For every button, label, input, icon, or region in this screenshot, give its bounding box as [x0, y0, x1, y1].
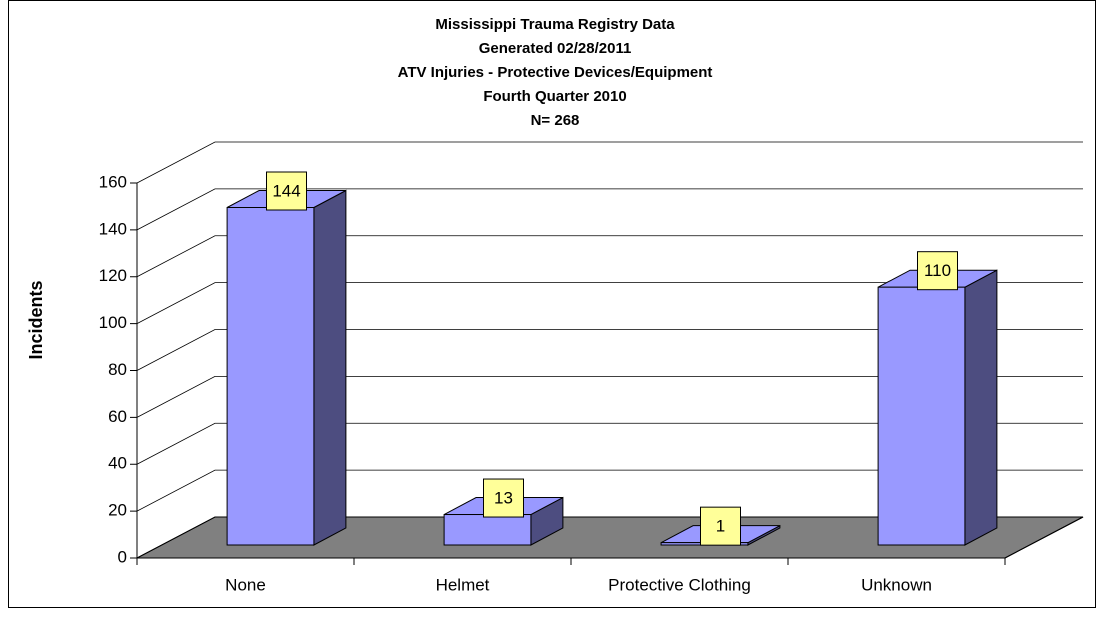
grid-line [136, 141, 1083, 184]
data-label-box [700, 506, 741, 546]
grid-line [136, 188, 1083, 231]
chart-title: N= 268 [531, 112, 580, 129]
floor-edge [1004, 516, 1084, 559]
y-tick-label: 120 [99, 266, 127, 285]
grid-line [136, 235, 1083, 278]
y-tick-label: 140 [99, 219, 127, 238]
y-tick-label: 0 [118, 547, 127, 566]
x-tick-label: None [225, 575, 266, 594]
bar [443, 514, 532, 546]
grid-line [136, 282, 1083, 324]
x-tick-label: Helmet [436, 575, 490, 594]
y-tick-label: 160 [99, 172, 127, 191]
chart-title: Fourth Quarter 2010 [483, 88, 626, 105]
y-tick-label: 40 [108, 454, 127, 473]
x-tick-label: Unknown [861, 575, 932, 594]
grid-line [136, 375, 1083, 418]
bar-side [964, 269, 998, 546]
y-tick-label: 20 [108, 501, 127, 520]
chart-title: Generated 02/28/2011 [479, 40, 632, 57]
chart-title: Mississippi Trauma Registry Data [435, 16, 675, 33]
bar-side [313, 189, 347, 546]
data-label-box [483, 478, 524, 518]
y-tick-label: 100 [99, 313, 127, 332]
grid-line [136, 469, 1083, 512]
grid-line [136, 329, 1083, 371]
data-label-box [917, 251, 958, 291]
data-label: 110 [924, 261, 951, 280]
y-tick-label: 80 [108, 360, 127, 379]
chart-title: ATV Injuries - Protective Devices/Equipm… [398, 64, 713, 81]
bar [226, 207, 315, 546]
y-axis-label: Incidents [26, 280, 46, 359]
data-label: 1 [716, 517, 725, 536]
grid-line [136, 516, 1083, 559]
data-label-box [266, 171, 307, 211]
grid-line [136, 422, 1083, 465]
x-tick-label: Protective Clothing [608, 575, 751, 594]
y-tick-label: 60 [108, 407, 127, 426]
data-label: 13 [494, 489, 513, 508]
data-label: 144 [272, 181, 300, 200]
bar [877, 286, 966, 546]
